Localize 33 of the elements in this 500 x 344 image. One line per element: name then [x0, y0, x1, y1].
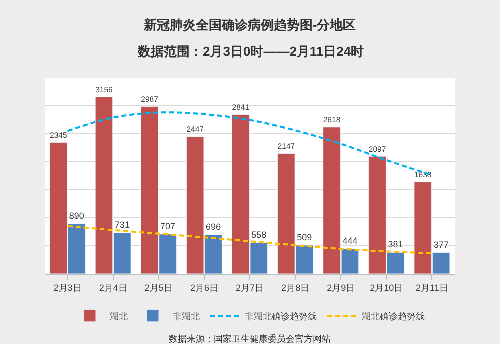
x-tick-label: 2月3日 [54, 282, 82, 293]
data-label: 2447 [186, 125, 204, 134]
data-label: 890 [69, 211, 84, 222]
legend-label: 湖北确诊趋势线 [362, 311, 425, 322]
data-label: 2841 [232, 103, 250, 112]
data-label: 558 [252, 230, 267, 240]
x-tick-label: 2月4日 [99, 282, 128, 293]
legend-label: 非湖北确诊趋势线 [245, 311, 317, 322]
x-tick-label: 2月11日 [416, 282, 448, 293]
legend-label: 非湖北 [173, 311, 200, 322]
data-label: 2147 [278, 142, 296, 152]
data-label: 377 [434, 240, 449, 250]
data-label: 509 [297, 232, 312, 242]
data-label: 3156 [96, 86, 113, 95]
x-tick-label: 2月5日 [144, 282, 173, 293]
data-label: 2097 [368, 144, 386, 154]
data-label: 696 [206, 222, 222, 232]
data-label: 707 [160, 221, 176, 232]
legend-label: 湖北 [110, 311, 128, 322]
source-note: 数据来源：国家卫生健康委员会官方网站 [169, 334, 331, 344]
chart-title: 新冠肺炎全国确诊病例趋势图-分地区 [142, 18, 356, 33]
data-label: 2345 [50, 130, 68, 140]
data-label: 2618 [323, 116, 341, 125]
data-label: 381 [388, 240, 404, 250]
data-label: 444 [342, 236, 358, 246]
x-tick-label: 2月7日 [236, 282, 264, 293]
x-tick-label: 2月9日 [327, 282, 356, 293]
data-label: 731 [114, 220, 130, 230]
x-tick-label: 2月8日 [282, 282, 310, 293]
x-tick-label: 2月10日 [370, 282, 404, 293]
chart-subtitle: 数据范围：2月3日0时——2月11日24时 [137, 44, 364, 59]
x-tick-label: 2月6日 [190, 282, 218, 293]
data-label: 2987 [141, 95, 158, 104]
